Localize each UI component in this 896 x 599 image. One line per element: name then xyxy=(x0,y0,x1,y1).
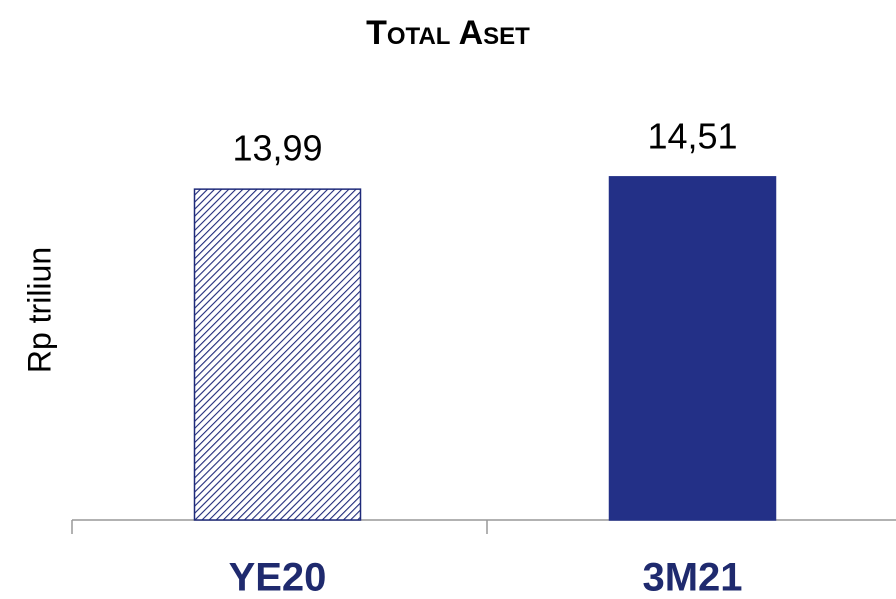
data-label: 14,51 xyxy=(647,115,737,156)
chart-title: Total Aset xyxy=(366,14,530,52)
bar xyxy=(193,188,362,521)
y-axis-label: Rp triliun xyxy=(21,247,57,373)
x-tick-label: 3M21 xyxy=(642,556,742,599)
data-label: 13,99 xyxy=(232,128,322,169)
x-tick-label: YE20 xyxy=(229,556,327,599)
bar xyxy=(608,176,777,521)
